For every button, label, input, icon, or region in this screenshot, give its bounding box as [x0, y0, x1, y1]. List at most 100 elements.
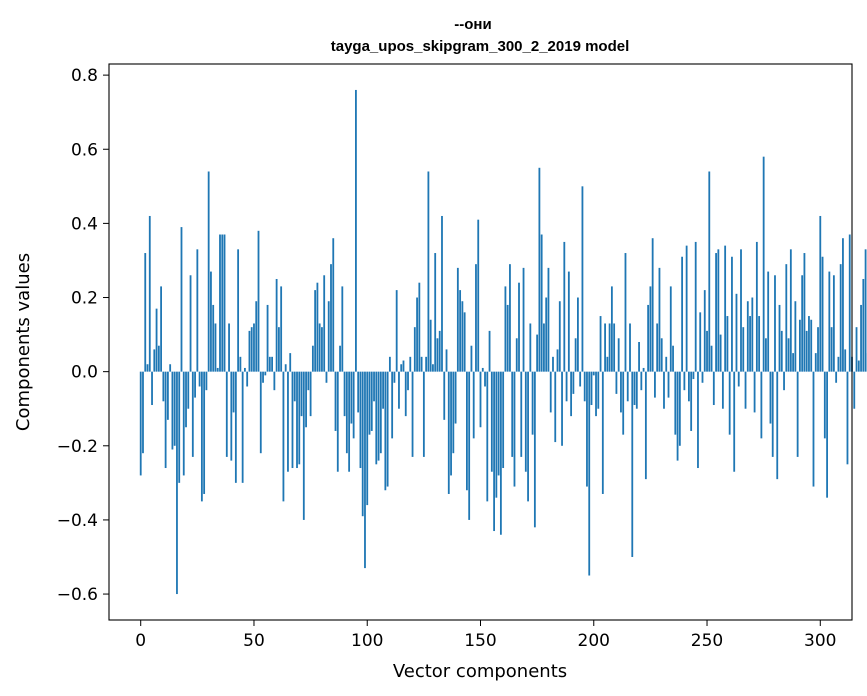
- plot-frame: [108, 63, 853, 621]
- bar: [529, 323, 532, 372]
- bar: [445, 349, 448, 372]
- bar: [624, 253, 627, 372]
- bar: [744, 371, 747, 409]
- bar: [771, 371, 774, 457]
- bar: [162, 371, 165, 402]
- bar: [533, 371, 536, 528]
- bar: [547, 267, 550, 372]
- bar: [712, 371, 715, 406]
- bar: [703, 290, 706, 372]
- x-tick-label: 50: [243, 631, 265, 651]
- bar: [826, 371, 828, 498]
- bar: [178, 371, 181, 483]
- bar: [821, 256, 824, 372]
- bar: [644, 371, 647, 480]
- bar: [685, 245, 688, 372]
- y-tick-label: 0.4: [71, 214, 98, 234]
- bar: [343, 371, 346, 417]
- bar: [488, 330, 491, 372]
- bar: [203, 371, 206, 494]
- bar: [248, 330, 251, 372]
- bar: [848, 234, 851, 372]
- bar: [808, 316, 810, 372]
- bar: [515, 338, 518, 372]
- bar: [690, 371, 693, 431]
- bar: [563, 241, 566, 372]
- x-tick-label: 300: [804, 631, 836, 651]
- bar: [438, 330, 441, 372]
- bar: [393, 371, 396, 383]
- bar: [475, 264, 477, 372]
- bar: [769, 371, 772, 424]
- bar: [590, 371, 593, 406]
- bar: [223, 234, 226, 372]
- bar: [817, 327, 819, 372]
- bar: [631, 371, 634, 557]
- bar: [681, 256, 684, 372]
- bar: [418, 282, 421, 372]
- bar: [357, 371, 360, 413]
- bar: [441, 215, 443, 372]
- bar: [277, 327, 280, 372]
- bar: [649, 286, 652, 372]
- bar: [246, 371, 249, 387]
- bar: [710, 345, 713, 372]
- bar: [755, 241, 758, 372]
- bar: [549, 371, 552, 413]
- y-tick-label: −0.6: [57, 585, 98, 605]
- bar: [792, 353, 795, 372]
- bar: [237, 249, 240, 372]
- bar: [493, 371, 495, 532]
- bar: [171, 371, 174, 450]
- bar: [556, 349, 559, 372]
- bar: [196, 249, 199, 372]
- bar: [484, 371, 486, 387]
- bar: [617, 338, 620, 372]
- bar: [370, 371, 373, 431]
- bar: [620, 371, 622, 413]
- bar: [302, 371, 305, 520]
- x-tick-label: 0: [135, 631, 146, 651]
- bar: [606, 356, 609, 372]
- bar: [588, 371, 591, 576]
- bar: [332, 238, 335, 372]
- bar: [207, 171, 210, 372]
- bar: [166, 371, 169, 420]
- bar: [719, 334, 722, 372]
- bar: [735, 293, 738, 372]
- bar: [651, 238, 654, 372]
- bar: [862, 278, 865, 372]
- bar: [325, 371, 328, 383]
- bar: [597, 371, 600, 409]
- bar: [230, 371, 233, 461]
- x-tick-label: 250: [691, 631, 723, 651]
- bar: [239, 356, 242, 372]
- bar: [300, 371, 303, 417]
- bar: [185, 371, 187, 428]
- bar: [778, 304, 781, 372]
- bar: [776, 371, 779, 480]
- bar: [142, 371, 144, 454]
- bar: [454, 371, 457, 424]
- bar: [751, 297, 754, 372]
- bar: [658, 267, 661, 372]
- x-tick-label: 100: [351, 631, 383, 651]
- bar: [638, 342, 640, 372]
- bar: [810, 319, 813, 372]
- bar: [139, 371, 142, 476]
- bar: [479, 371, 482, 428]
- x-axis-label: Vector components: [393, 661, 567, 682]
- bar: [783, 371, 785, 391]
- bar: [336, 371, 339, 472]
- y-tick-label: 0.8: [71, 66, 98, 86]
- bar: [264, 371, 267, 376]
- bar: [828, 271, 831, 372]
- bar: [187, 371, 190, 409]
- bar: [490, 371, 493, 472]
- bar: [262, 371, 264, 383]
- bar: [497, 371, 500, 476]
- bar: [234, 371, 237, 483]
- bar: [823, 371, 826, 439]
- bar: [273, 371, 276, 391]
- bar: [309, 371, 312, 417]
